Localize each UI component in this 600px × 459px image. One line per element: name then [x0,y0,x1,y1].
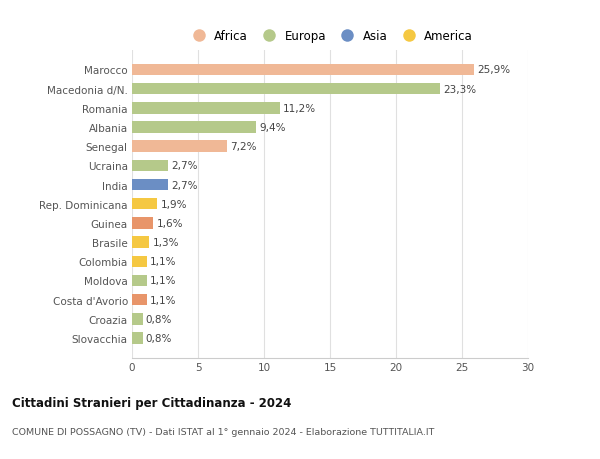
Text: 1,1%: 1,1% [150,276,176,286]
Text: Cittadini Stranieri per Cittadinanza - 2024: Cittadini Stranieri per Cittadinanza - 2… [12,396,292,409]
Text: 1,1%: 1,1% [150,257,176,267]
Text: 1,9%: 1,9% [160,199,187,209]
Text: 0,8%: 0,8% [146,333,172,343]
Bar [132,237,149,248]
Bar [132,294,146,306]
Text: 11,2%: 11,2% [283,104,316,113]
Text: 7,2%: 7,2% [230,142,257,152]
Bar [132,84,440,95]
Bar [132,103,280,114]
Bar [132,179,167,191]
Bar [132,275,146,286]
Bar [132,333,143,344]
Bar [132,218,153,229]
Text: 2,7%: 2,7% [171,161,197,171]
Text: 1,6%: 1,6% [157,218,183,229]
Bar [132,141,227,152]
Text: 23,3%: 23,3% [443,84,476,95]
Bar [132,64,474,76]
Bar [132,198,157,210]
Text: 25,9%: 25,9% [477,65,511,75]
Bar [132,313,143,325]
Text: COMUNE DI POSSAGNO (TV) - Dati ISTAT al 1° gennaio 2024 - Elaborazione TUTTITALI: COMUNE DI POSSAGNO (TV) - Dati ISTAT al … [12,427,434,436]
Bar [132,122,256,134]
Text: 1,3%: 1,3% [152,238,179,247]
Text: 1,1%: 1,1% [150,295,176,305]
Bar [132,160,167,172]
Legend: Africa, Europa, Asia, America: Africa, Europa, Asia, America [182,26,478,48]
Text: 2,7%: 2,7% [171,180,197,190]
Bar [132,256,146,268]
Text: 9,4%: 9,4% [259,123,286,133]
Text: 0,8%: 0,8% [146,314,172,324]
